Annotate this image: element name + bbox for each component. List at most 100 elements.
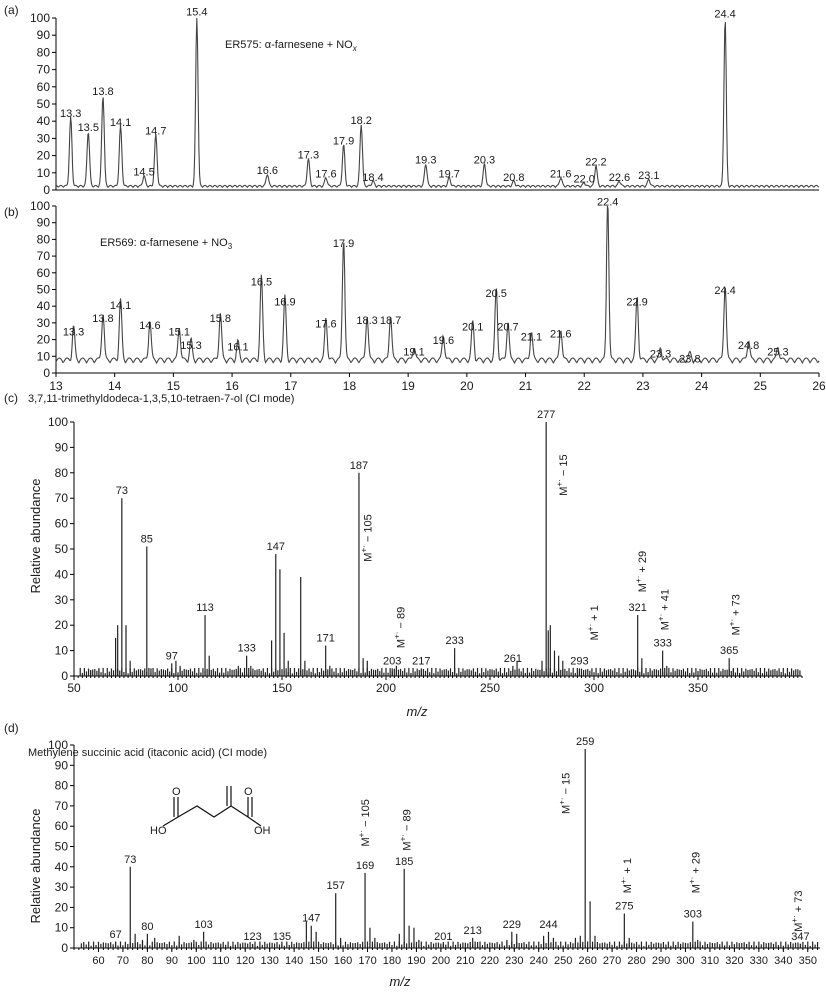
fragment-annotation-tail: + 41 xyxy=(660,589,672,614)
x-tick-label: 230 xyxy=(505,955,523,967)
x-tick-label: 250 xyxy=(554,955,572,967)
fragment-annotation: M+· + 1 xyxy=(586,605,601,640)
peak-label-347: 347 xyxy=(791,931,809,943)
peak-label-18-4: 18.4 xyxy=(362,172,383,184)
y-tick-label: 70 xyxy=(55,799,69,813)
x-tick-label: 260 xyxy=(578,955,596,967)
peak-label-13-3: 13.3 xyxy=(60,108,81,120)
panel-c-xlabel: m/z xyxy=(407,704,428,719)
fragment-annotation: M+· − 105 xyxy=(359,514,374,561)
x-tick-label: 80 xyxy=(141,955,153,967)
x-tick-label: 24 xyxy=(695,379,709,393)
x-tick-label: 160 xyxy=(334,955,352,967)
fragment-annotation-sup: +· xyxy=(555,479,564,486)
fragment-annotation: M+· − 89 xyxy=(393,607,408,648)
panel-a-label: (a) xyxy=(4,3,19,17)
fragment-annotation-m: M xyxy=(558,487,570,496)
peak-label-20-1: 20.1 xyxy=(462,322,483,334)
y-tick-label: 10 xyxy=(37,349,51,363)
peak-label-217: 217 xyxy=(412,655,430,667)
peak-label-19-7: 19.7 xyxy=(439,168,460,180)
y-tick-label: 80 xyxy=(37,232,51,246)
peak-label-24-8: 24.8 xyxy=(738,340,759,352)
x-tick-label: 17 xyxy=(284,379,298,393)
panel-b-chromatogram: (b) ER569: α-farnesene + NO3 0 10 20 30 40 50… xyxy=(4,196,826,393)
y-tick-label: 0 xyxy=(61,669,68,683)
x-tick-label: 350 xyxy=(799,955,817,967)
fragment-annotation-sup: +· xyxy=(586,624,595,631)
x-tick-label: 20 xyxy=(460,379,474,393)
peak-label-21-6: 21.6 xyxy=(550,328,571,340)
x-tick-label: 320 xyxy=(725,955,743,967)
peak-label-259: 259 xyxy=(576,736,594,748)
fragment-annotation-m: M xyxy=(362,553,374,562)
peak-label-15-3: 15.3 xyxy=(180,340,201,352)
peak-label-13-3: 13.3 xyxy=(63,327,84,339)
peak-label-97: 97 xyxy=(166,650,178,662)
peak-label-15-1: 15.1 xyxy=(169,327,190,339)
peak-label-15-4: 15.4 xyxy=(186,7,207,19)
x-tick-label: 200 xyxy=(432,955,450,967)
x-tick-label: 23 xyxy=(636,379,650,393)
peak-label-14-1: 14.1 xyxy=(110,117,131,129)
fragment-annotation-tail: + 1 xyxy=(622,858,634,877)
fragment-annotation-sup: +· xyxy=(393,632,402,639)
peak-label-15-8: 15.8 xyxy=(210,313,231,325)
x-tick-label: 15 xyxy=(167,379,181,393)
panel-b-label: (b) xyxy=(4,205,19,219)
peak-label-244: 244 xyxy=(539,919,557,931)
y-tick-label: 50 xyxy=(37,283,51,297)
panel-a-annotation-text: ER575: α-farnesene + NO xyxy=(225,39,353,51)
chromatogram-trace xyxy=(55,17,820,189)
x-tick-label: 150 xyxy=(309,955,327,967)
y-tick-label: 30 xyxy=(55,593,69,607)
x-tick-label: 180 xyxy=(383,955,401,967)
x-tick-label: 140 xyxy=(285,955,303,967)
x-tick-label: 170 xyxy=(358,955,376,967)
x-tick-label: 190 xyxy=(407,955,425,967)
x-tick-label: 18 xyxy=(343,379,357,393)
peak-label-333: 333 xyxy=(653,638,671,650)
peak-label-23-1: 23.1 xyxy=(638,170,659,182)
panel-c-label: (c) xyxy=(4,391,18,405)
fragment-annotation-sup: +· xyxy=(727,619,736,626)
fragment-annotation-tail: − 105 xyxy=(362,514,374,545)
x-tick-label: 16 xyxy=(225,379,239,393)
peak-label-261: 261 xyxy=(504,653,522,665)
x-tick-label: 90 xyxy=(166,955,178,967)
peak-label-16-6: 16.6 xyxy=(257,165,278,177)
peak-label-67: 67 xyxy=(109,929,121,941)
x-tick-label: 14 xyxy=(108,379,122,393)
fragment-annotation-tail: − 15 xyxy=(561,773,573,798)
fragment-annotation-m: M xyxy=(637,583,649,592)
peak-label-16-9: 16.9 xyxy=(274,297,295,309)
peak-label-103: 103 xyxy=(194,919,212,931)
fragment-annotation-sup: +· xyxy=(687,877,696,884)
peak-label-22-9: 22.9 xyxy=(626,297,647,309)
y-tick-label: 20 xyxy=(55,618,69,632)
x-tick-label: 21 xyxy=(519,379,533,393)
peak-label-113: 113 xyxy=(196,602,214,614)
y-tick-label: 40 xyxy=(37,299,51,313)
panel-a-chromatogram: (a) ER575: α-farnesene + NOx 0 10 20 30 40 50… xyxy=(4,3,820,197)
x-tick-label: 300 xyxy=(584,681,604,695)
panel-d-ylabel: Relative abundance xyxy=(28,809,43,924)
fragment-annotation: M+· + 29 xyxy=(687,852,702,893)
peak-label-18-3: 18.3 xyxy=(356,315,377,327)
y-tick-label: 70 xyxy=(37,63,51,77)
peak-label-293: 293 xyxy=(570,655,588,667)
y-tick-label: 30 xyxy=(37,316,51,330)
fragment-annotation-tail: − 15 xyxy=(558,454,570,479)
peak-label-19-1: 19.1 xyxy=(403,347,424,359)
fragment-annotation-tail: + 29 xyxy=(637,551,649,576)
panel-d-spectrum: (d) Methylene succinic acid (itaconic ac… xyxy=(4,721,820,989)
peak-label-14-7: 14.7 xyxy=(145,125,166,137)
x-tick-label: 240 xyxy=(530,955,548,967)
fragment-annotation: M+· + 1 xyxy=(619,858,634,893)
y-tick-label: 20 xyxy=(37,333,51,347)
fragment-annotation: M+· + 73 xyxy=(727,594,742,635)
y-tick-label: 90 xyxy=(37,216,51,230)
x-tick-label: 250 xyxy=(480,681,500,695)
peak-label-233: 233 xyxy=(445,635,463,647)
peak-label-18-7: 18.7 xyxy=(380,315,401,327)
